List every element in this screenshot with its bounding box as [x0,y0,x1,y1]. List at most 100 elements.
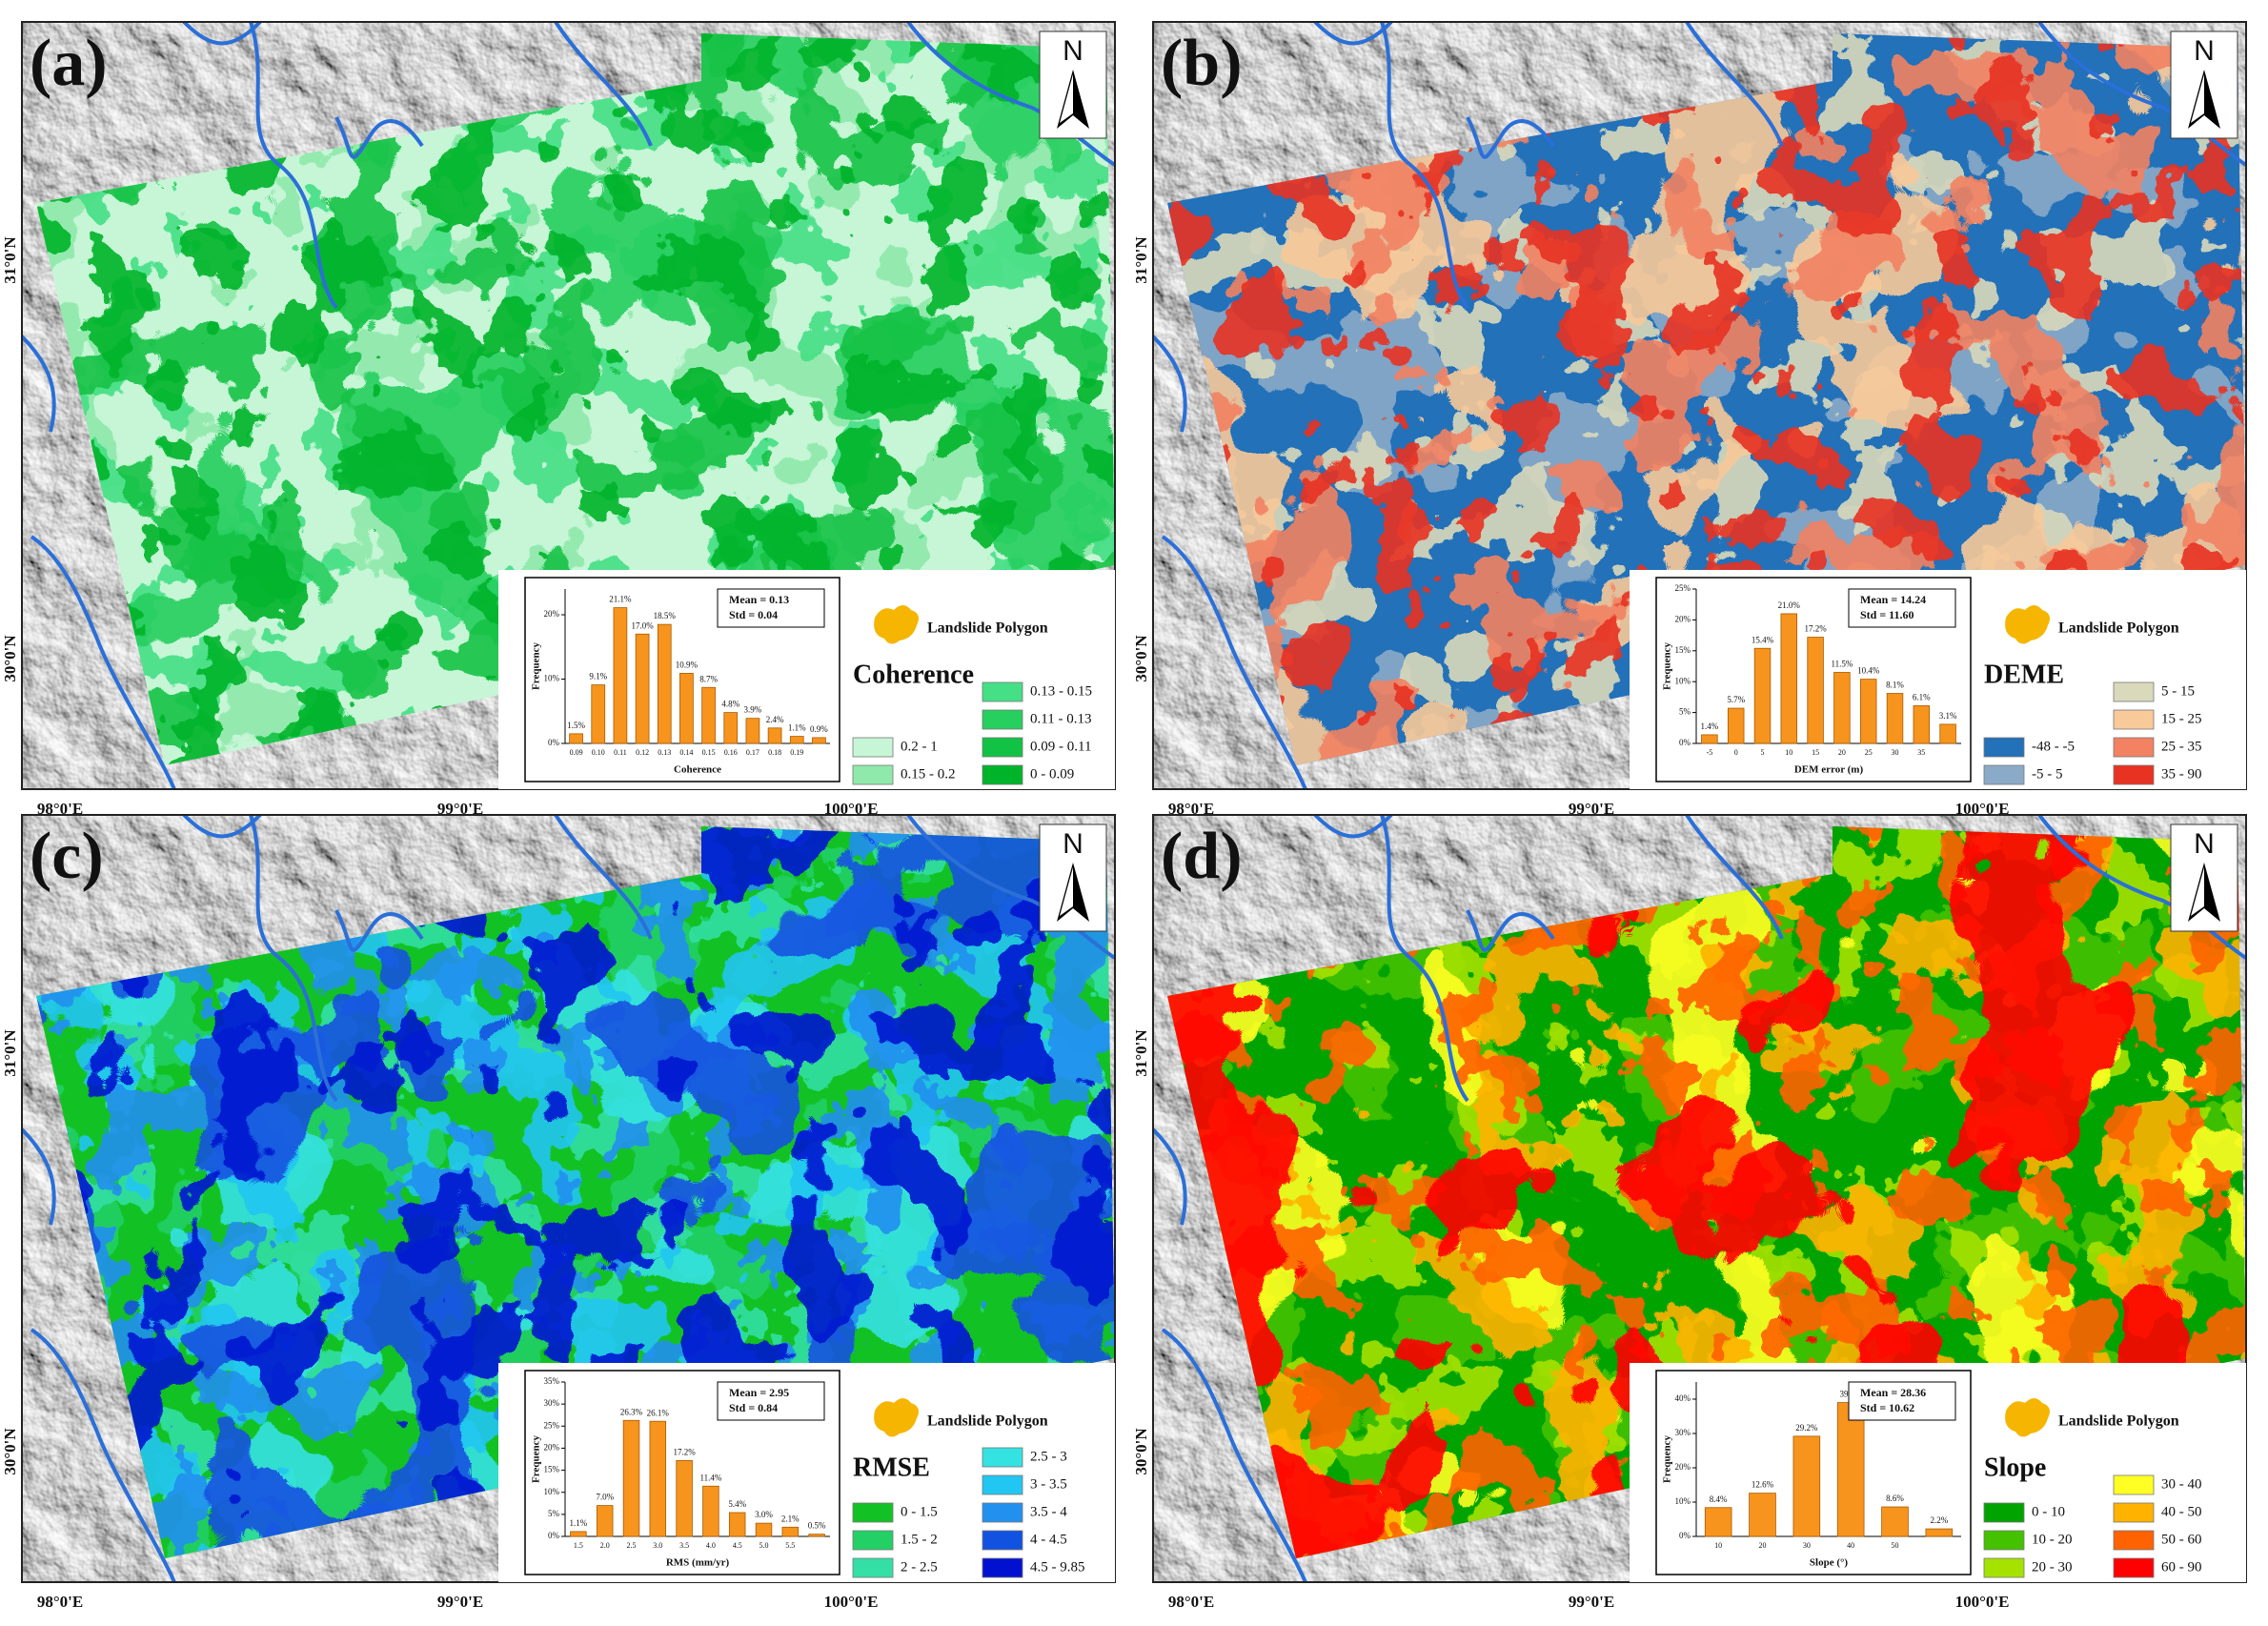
x-tick-label: 2.5 [627,1541,637,1550]
bar [1701,734,1718,744]
bar [1836,1402,1865,1537]
x-tick-label: 0.18 [768,748,781,757]
stats-text: Mean = 0.13 [729,593,789,606]
x-axis-label: DEM error (m) [1794,764,1864,776]
stats-box [717,1381,825,1421]
legend-swatch [2113,1502,2155,1523]
value-label: 10.9% [676,660,699,669]
stats-text: Std = 0.04 [729,608,778,621]
x-tick-label: 0.15 [702,748,716,757]
bar [1925,1528,1954,1537]
legend-swatch [982,764,1023,785]
stats-box [1848,1381,1956,1421]
x-tick-label: 1.5 [574,1541,583,1550]
north-label: N [1063,35,1083,67]
x-axis-label: Slope (°) [1810,1557,1848,1569]
legend-label: 15 - 25 [2161,711,2202,726]
lat-label: 31°0'N [1132,236,1150,284]
x-axis-label: Coherence [674,764,721,776]
x-tick-label: -5 [1707,748,1713,757]
y-tick-label: 30% [1675,1428,1691,1437]
value-label: 18.5% [654,611,677,620]
legend-label: 30 - 40 [2161,1476,2202,1492]
legend-title: RMSE [853,1453,930,1482]
y-tick-label: 15% [544,1465,560,1474]
bar [1913,705,1931,744]
x-tick-label: 5.0 [759,1541,769,1550]
lon-label: 100°0'E [824,1593,879,1611]
bar [755,1522,773,1537]
legend-label: 40 - 50 [2161,1504,2202,1519]
lon-label: 99°0'E [437,800,483,818]
value-label: 8.1% [1886,681,1904,690]
lat-label: 31°0'N [1132,1029,1150,1077]
landslide-icon [874,1398,919,1437]
x-tick-label: 20 [1838,748,1846,757]
x-tick-label: 0.19 [790,748,803,757]
bar [808,1534,825,1537]
north-label: N [2194,828,2215,860]
bar [1833,672,1851,744]
x-tick-label: 0.11 [614,748,627,757]
value-label: 2.4% [766,715,784,724]
value-label: 1.1% [788,723,806,733]
bar [701,686,716,744]
map-panel: (a) N 31°0'N 30°0'N 98°0'E 99°0'E 100°0'E 0% 10%… [1,21,1116,818]
value-label: 11.5% [1831,660,1853,669]
value-label: 7.0% [596,1493,614,1502]
value-label: 17.2% [1804,624,1827,634]
bar [676,1459,693,1537]
legend-label: 2.5 - 3 [1030,1449,1067,1464]
map-panel: (b) N 31°0'N 30°0'N 98°0'E 99°0'E 100°0'E 0% 5% 1… [1132,21,2247,818]
legend-swatch [982,1502,1023,1523]
y-tick-label: 5% [1679,707,1691,717]
lat-label: 31°0'N [1,236,19,284]
value-label: 5.7% [1727,695,1745,704]
lon-label: 98°0'E [37,800,83,818]
x-tick-label: 15 [1812,748,1819,757]
lon-label: 98°0'E [1168,1593,1214,1611]
legend-swatch [1983,1530,2025,1551]
value-label: 17.2% [673,1447,696,1456]
lat-label: 31°0'N [1,1029,19,1077]
x-tick-label: 30 [1892,748,1899,757]
legend-label: 5 - 15 [2161,683,2195,699]
legend-label: 35 - 90 [2161,766,2202,782]
bar [1792,1435,1821,1537]
bar [728,1512,746,1537]
stats-text: Std = 0.84 [729,1401,778,1414]
legend-label: 0.2 - 1 [901,739,938,754]
bar [569,733,583,744]
lat-label: 30°0'N [1132,635,1150,682]
bar [1886,693,1904,744]
value-label: 29.2% [1795,1423,1818,1433]
legend-title: DEME [1984,660,2064,689]
legend-swatch [982,1530,1023,1551]
stats-box [1848,588,1956,628]
bar [657,623,672,744]
x-tick-label: 0.14 [679,748,693,757]
legend-label: 0 - 0.09 [1030,766,1074,782]
legend-label: -5 - 5 [2032,766,2063,782]
x-tick-label: 0.10 [592,748,605,757]
x-axis-label: RMS (mm/yr) [666,1557,730,1569]
value-label: 1.5% [567,721,585,730]
north-label: N [2194,35,2215,67]
legend-swatch [2113,681,2155,702]
legend-swatch [2113,1557,2155,1578]
legend-label: 0.13 - 0.15 [1030,683,1092,699]
value-label: 1.1% [570,1518,588,1528]
north-arrow-half [1060,74,1073,123]
y-tick-label: 20% [544,1442,560,1452]
y-tick-label: 10% [1675,1496,1691,1506]
lon-label: 99°0'E [437,1593,483,1611]
legend-swatch [852,1530,894,1551]
bar [635,633,650,744]
legend-label: 10 - 20 [2032,1532,2073,1547]
x-tick-label: 40 [1847,1541,1854,1550]
lat-label: 30°0'N [1,635,19,682]
y-tick-label: 10% [544,674,560,683]
legend-swatch [1983,1557,2025,1578]
value-label: 11.4% [699,1473,721,1482]
x-tick-label: 5 [1761,748,1765,757]
